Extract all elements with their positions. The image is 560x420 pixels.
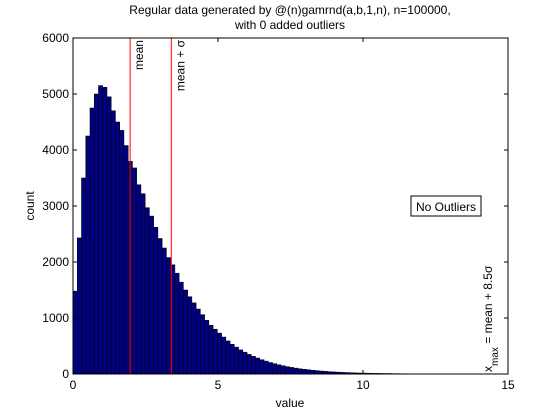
bar xyxy=(149,215,154,375)
bar xyxy=(98,85,103,375)
bar xyxy=(276,364,282,375)
bar xyxy=(242,351,248,375)
y-axis-ticks: 0 1000 2000 3000 4000 5000 6000 xyxy=(42,31,508,381)
bar xyxy=(106,96,112,375)
y-tick-label: 6000 xyxy=(42,31,69,45)
bar xyxy=(72,290,78,375)
bar xyxy=(166,257,171,375)
xmax-annotation: xmax = mean + 8.5σ xyxy=(481,265,501,372)
xmax-subscript: max xyxy=(490,347,501,366)
chart-title: Regular data generated by @(n)gamrnd(a,b… xyxy=(129,3,450,32)
bar xyxy=(93,93,99,375)
bar xyxy=(195,308,201,375)
y-axis-label: count xyxy=(23,191,37,221)
bar xyxy=(212,328,218,375)
bar xyxy=(136,184,142,375)
bar xyxy=(259,359,265,375)
bar xyxy=(263,360,269,375)
no-outliers-label: No Outliers xyxy=(416,200,476,214)
xmax-label: xmax = mean + 8.5σ xyxy=(481,265,501,372)
y-tick-label: 3000 xyxy=(42,199,69,213)
reference-line-label: mean xyxy=(132,40,146,70)
bar xyxy=(187,296,193,375)
bar xyxy=(144,207,150,375)
bar xyxy=(153,227,159,375)
bar xyxy=(77,237,82,375)
bar xyxy=(183,289,188,375)
reference-lines: mean mean + σ xyxy=(129,38,187,374)
bar xyxy=(285,366,290,375)
bar xyxy=(314,370,320,375)
bar xyxy=(123,145,129,375)
bar xyxy=(132,167,137,375)
bar xyxy=(81,177,86,375)
bar xyxy=(208,325,214,375)
bar xyxy=(293,367,299,375)
bar xyxy=(221,336,227,375)
bar xyxy=(234,346,239,375)
bar xyxy=(110,110,116,375)
bar xyxy=(225,340,231,375)
bar xyxy=(161,247,167,375)
y-tick-label: 2000 xyxy=(42,255,69,269)
bar xyxy=(289,367,295,375)
no-outliers-box-frame xyxy=(410,195,482,217)
bar xyxy=(297,368,303,375)
bar xyxy=(140,193,146,375)
bar xyxy=(306,369,312,375)
bar xyxy=(204,319,210,375)
bar xyxy=(280,365,286,375)
y-tick-label: 0 xyxy=(62,367,69,381)
bar xyxy=(268,362,273,375)
chart-title-line-1: Regular data generated by @(n)gamrnd(a,b… xyxy=(129,3,450,17)
bar xyxy=(251,356,256,375)
bar xyxy=(229,344,235,375)
bar xyxy=(178,281,184,375)
bar xyxy=(85,135,91,375)
y-tick-label: 5000 xyxy=(42,87,69,101)
bar xyxy=(272,363,278,375)
x-tick-label: 0 xyxy=(70,378,77,392)
bar xyxy=(310,370,316,375)
bar xyxy=(115,121,120,375)
bar xyxy=(157,238,163,375)
bar xyxy=(200,314,205,375)
x-tick-label: 5 xyxy=(215,378,222,392)
bar xyxy=(89,107,95,375)
chart-title-line-2: with 0 added outliers xyxy=(234,18,345,32)
bar xyxy=(302,369,307,375)
reference-line-label: mean + σ xyxy=(173,39,187,91)
bar xyxy=(246,354,252,375)
x-axis-label: value xyxy=(276,396,305,410)
bar xyxy=(174,272,180,375)
bar xyxy=(191,302,197,375)
bar xyxy=(255,357,261,375)
y-tick-label: 4000 xyxy=(42,143,69,157)
y-tick-label: 1000 xyxy=(42,311,69,325)
xmax-suffix: = mean + 8.5σ xyxy=(481,265,495,347)
x-tick-label: 15 xyxy=(501,378,515,392)
bar xyxy=(238,349,244,375)
x-axis-ticks: 0 5 10 15 xyxy=(70,38,515,392)
bar xyxy=(102,87,108,375)
xmax-prefix: x xyxy=(481,366,495,372)
bar xyxy=(119,130,125,375)
bar xyxy=(217,332,222,375)
no-outliers-box: No Outliers xyxy=(410,195,482,217)
x-tick-label: 10 xyxy=(356,378,370,392)
